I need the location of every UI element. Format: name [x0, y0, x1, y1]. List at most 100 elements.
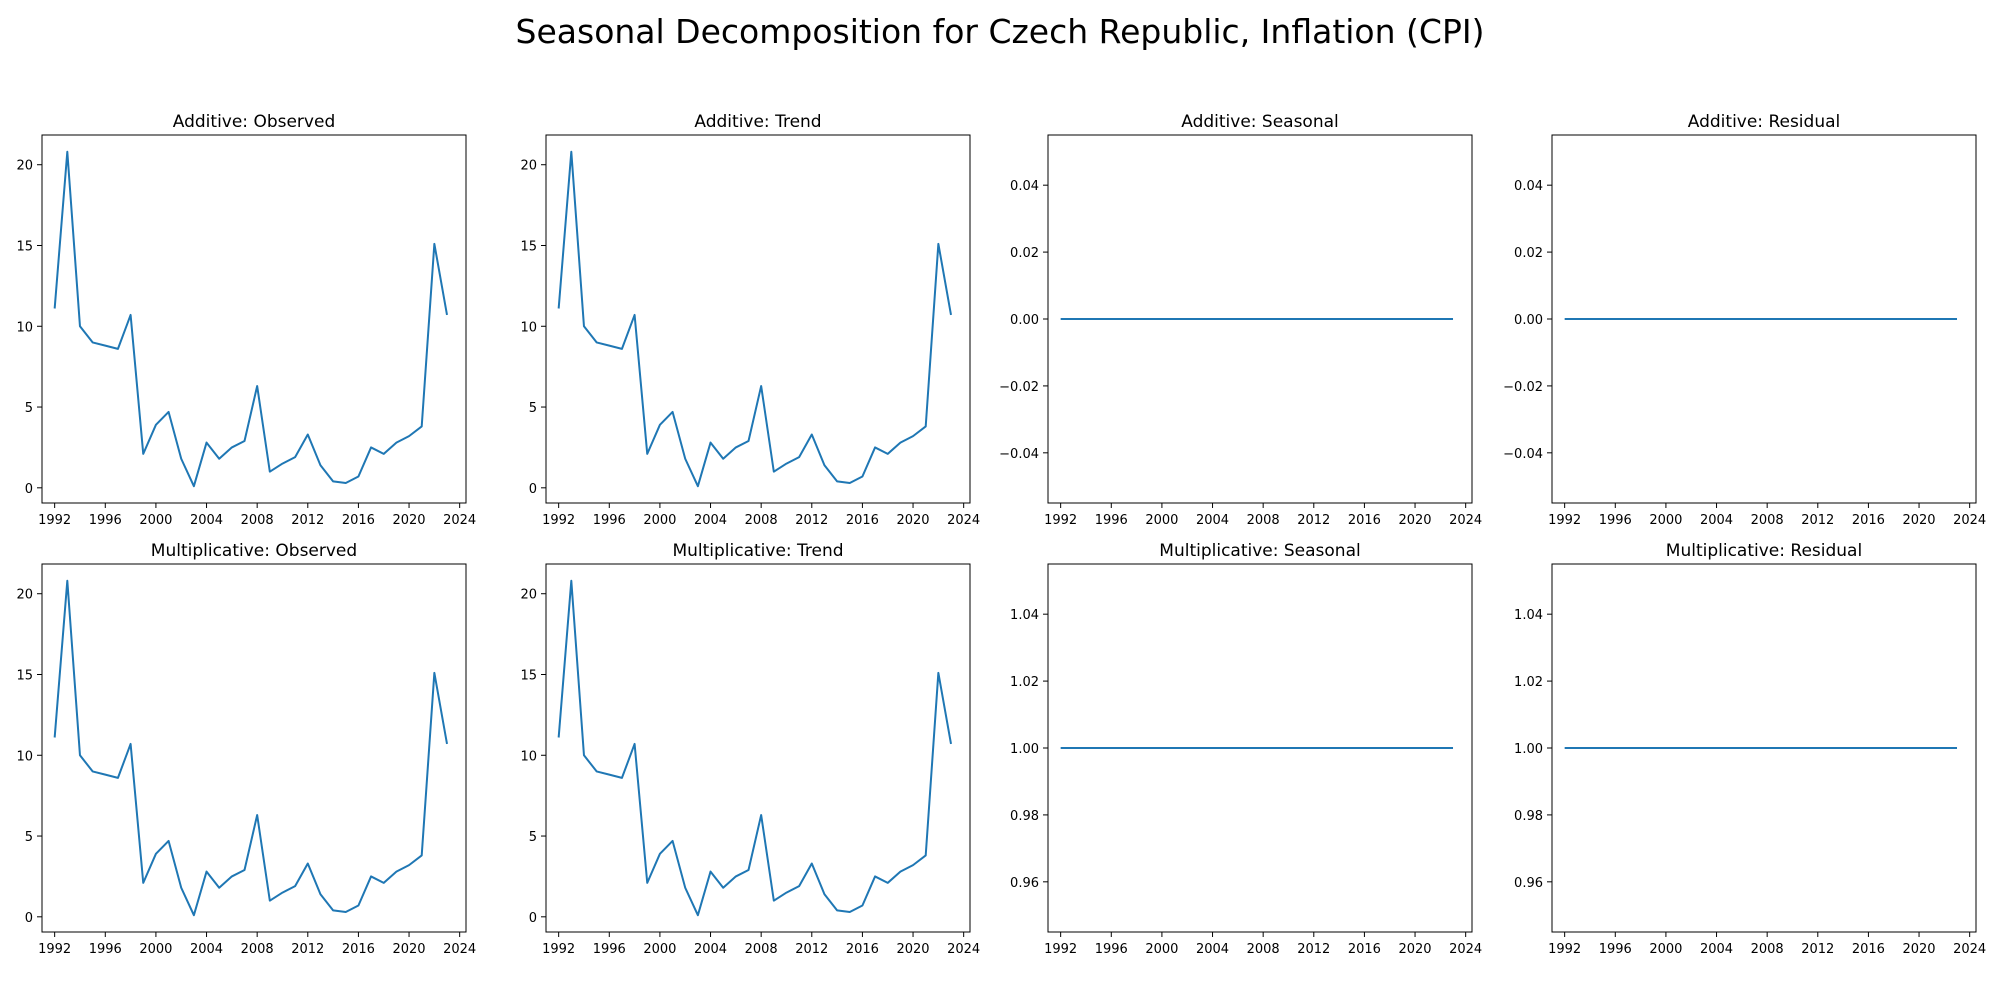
x-tick-label: 2020	[1398, 513, 1431, 528]
axes-frame	[1551, 134, 1977, 504]
y-tick-label: 1.04	[1514, 608, 1543, 623]
x-tick-label: 2000	[643, 513, 676, 528]
y-tick-label: −0.02	[1503, 380, 1543, 395]
x-tick-label: 2008	[745, 942, 778, 957]
y-tick-label: 1.04	[1010, 608, 1039, 623]
x-tick-label: 2020	[1902, 942, 1935, 957]
y-tick-label: 5	[529, 830, 537, 845]
x-tick-label: 2008	[1751, 942, 1784, 957]
subplot-title: Multiplicative: Observed	[151, 541, 357, 561]
subplot-5: Multiplicative: Observed 1992 1996 2000 2004…	[16, 541, 476, 957]
x-tick-label: 2024	[947, 942, 980, 957]
x-tick-label: 2008	[241, 513, 274, 528]
y-tick-label: −0.04	[1503, 447, 1543, 462]
x-tick-label: 1992	[38, 513, 71, 528]
subplot-8: Multiplicative: Residual 1992 1996 2000 2004…	[1514, 541, 1986, 957]
x-tick-label: 2016	[342, 942, 375, 957]
x-tick-label: 1996	[1599, 942, 1632, 957]
y-tick-label: 0.96	[1514, 876, 1543, 891]
subplot-title: Additive: Seasonal	[1181, 112, 1339, 132]
y-tick-label: 5	[25, 401, 33, 416]
y-tick-label: 15	[520, 239, 537, 254]
y-tick-label: 10	[16, 320, 33, 335]
y-tick-label: 0	[529, 482, 537, 497]
x-tick-label: 2024	[1449, 513, 1482, 528]
subplot-title: Additive: Trend	[694, 112, 821, 132]
y-tick-label: 0.00	[1010, 313, 1039, 328]
x-tick-label: 2012	[795, 942, 828, 957]
subplot-3: Additive: Seasonal 1992 1996 2000 2004 2008 20…	[999, 112, 1482, 528]
y-tick-label: 0	[529, 911, 537, 926]
axes-frame	[545, 134, 971, 504]
x-tick-label: 2000	[139, 513, 172, 528]
series-line	[53, 150, 448, 488]
series-line	[557, 579, 952, 917]
y-tick-label: 1.00	[1514, 742, 1543, 757]
x-tick-label: 2000	[1649, 513, 1682, 528]
x-tick-label: 2004	[1196, 942, 1229, 957]
y-tick-label: 0.98	[1514, 809, 1543, 824]
y-tick-label: −0.02	[999, 380, 1039, 395]
y-tick-label: 20	[16, 159, 33, 174]
y-tick-label: 0.02	[1514, 246, 1543, 261]
x-tick-label: 2008	[1751, 513, 1784, 528]
x-tick-label: 1992	[1044, 942, 1077, 957]
x-tick-label: 2012	[795, 513, 828, 528]
y-tick-label: 5	[25, 830, 33, 845]
y-tick-label: 0.00	[1514, 313, 1543, 328]
x-tick-label: 1992	[1548, 513, 1581, 528]
y-tick-label: 0.96	[1010, 876, 1039, 891]
axes-frame	[545, 563, 971, 933]
axes-frame	[1047, 134, 1473, 504]
x-tick-label: 1992	[1044, 513, 1077, 528]
y-tick-label: 20	[520, 159, 537, 174]
subplot-7: Multiplicative: Seasonal 1992 1996 2000 2004…	[1010, 541, 1482, 957]
y-tick-label: 10	[520, 320, 537, 335]
figure-title: Seasonal Decomposition for Czech Republi…	[515, 12, 1485, 51]
axes-frame	[41, 134, 467, 504]
subplot-title: Multiplicative: Trend	[672, 541, 843, 561]
x-tick-label: 2012	[1297, 513, 1330, 528]
x-tick-label: 2020	[392, 513, 425, 528]
y-tick-label: 20	[16, 588, 33, 603]
x-tick-label: 2004	[694, 942, 727, 957]
x-tick-label: 2004	[190, 513, 223, 528]
x-tick-label: 2012	[1297, 942, 1330, 957]
x-tick-label: 2008	[1247, 513, 1280, 528]
x-tick-label: 2012	[1801, 513, 1834, 528]
x-tick-label: 2000	[139, 942, 172, 957]
x-tick-label: 2000	[1145, 513, 1178, 528]
y-tick-label: 0.04	[1514, 179, 1543, 194]
y-tick-label: 1.02	[1010, 675, 1039, 690]
y-tick-label: 0.98	[1010, 809, 1039, 824]
x-tick-label: 2000	[1649, 942, 1682, 957]
x-tick-label: 2000	[1145, 942, 1178, 957]
subplot-4: Additive: Residual 1992 1996 2000 2004 2008 20…	[1503, 112, 1986, 528]
x-tick-label: 2008	[1247, 942, 1280, 957]
x-tick-label: 2020	[1902, 513, 1935, 528]
subplot-title: Multiplicative: Residual	[1666, 541, 1862, 561]
x-tick-label: 2004	[694, 513, 727, 528]
x-tick-label: 2024	[1953, 513, 1986, 528]
x-tick-label: 2016	[1348, 942, 1381, 957]
x-tick-label: 2024	[947, 513, 980, 528]
x-tick-label: 2004	[1196, 513, 1229, 528]
series-line	[557, 150, 952, 488]
x-tick-label: 2008	[745, 513, 778, 528]
x-tick-label: 1996	[593, 942, 626, 957]
x-tick-label: 2020	[1398, 942, 1431, 957]
x-tick-label: 2004	[1700, 942, 1733, 957]
x-tick-label: 2000	[643, 942, 676, 957]
x-tick-label: 2004	[1700, 513, 1733, 528]
y-tick-label: 15	[16, 239, 33, 254]
y-tick-label: 0	[25, 911, 33, 926]
y-tick-label: 0.04	[1010, 179, 1039, 194]
x-tick-label: 2020	[896, 513, 929, 528]
x-tick-label: 2016	[846, 513, 879, 528]
x-tick-label: 2024	[1449, 942, 1482, 957]
x-tick-label: 2016	[342, 513, 375, 528]
x-tick-label: 2024	[1953, 942, 1986, 957]
